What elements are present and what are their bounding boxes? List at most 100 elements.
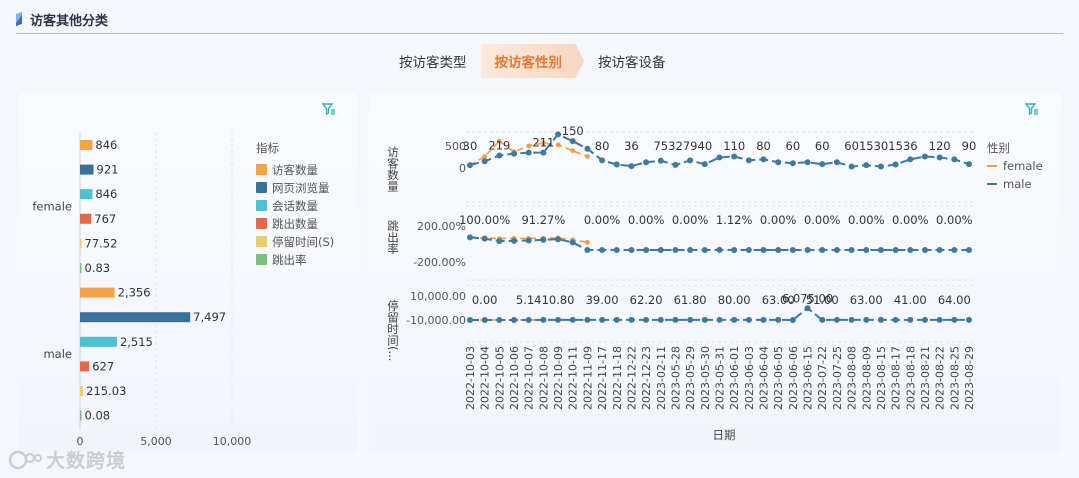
male-point — [643, 247, 650, 253]
female-point — [496, 138, 502, 144]
y-tick-label: 0 — [459, 162, 466, 175]
male-point — [789, 247, 796, 253]
male-point — [540, 149, 547, 156]
x-tick-label: 2023-05-31 — [714, 346, 727, 410]
filter-icon[interactable] — [322, 102, 336, 116]
data-label: 0.00 — [472, 293, 498, 307]
bar — [80, 238, 82, 249]
tab-visitor-type[interactable]: 按访客类型 — [399, 55, 467, 71]
male-point — [540, 236, 547, 243]
male-point — [775, 159, 782, 166]
male-point — [613, 247, 620, 253]
legend-label: 跳出数量 — [272, 217, 318, 231]
data-label: 15 — [859, 139, 874, 153]
x-tick-label: 2023-06-01 — [728, 346, 741, 410]
bar-value-label: 767 — [94, 212, 116, 226]
male-point — [731, 247, 738, 253]
bar-chart-panel: 0 5,000 10,000 846 921 846 767 77.52 0.83 female 2… — [18, 92, 358, 452]
x-tick-label: 2023-05-29 — [684, 346, 697, 410]
male-point — [599, 157, 606, 164]
data-label: 61.80 — [674, 293, 707, 307]
tab-visitor-device[interactable]: 按访客设备 — [598, 55, 666, 71]
male-point — [716, 154, 723, 161]
male-point — [481, 235, 488, 242]
x-tick-label: 2023-06-04 — [758, 346, 771, 410]
male-point — [951, 247, 958, 253]
male-point — [716, 316, 723, 323]
male-point — [892, 161, 899, 168]
bar — [80, 164, 94, 175]
female-point — [482, 154, 488, 159]
legend-label: 会话数量 — [272, 199, 318, 213]
data-label: 36 — [624, 139, 639, 153]
male-point — [819, 316, 826, 323]
data-label: 120 — [929, 139, 951, 153]
x-tick-label: 2023-08-22 — [934, 346, 947, 410]
male-point — [701, 316, 708, 323]
male-point — [511, 150, 518, 157]
tab-visitor-gender[interactable]: 按访客性别 — [480, 44, 584, 78]
data-label: 32 — [668, 139, 683, 153]
x-tick-label: 2023-06-05 — [772, 346, 785, 410]
title-divider — [16, 33, 1063, 34]
male-point — [804, 247, 811, 253]
data-label: 39.00 — [586, 293, 619, 307]
male-point — [481, 316, 488, 323]
line-chart: 访客数量 500 0 30 219 211 150 80 36 75 32 79 40 110 80 60 60… — [386, 124, 1043, 442]
x-tick-label: 2023-07-22 — [816, 346, 829, 410]
bar — [80, 213, 92, 224]
data-label: 40 — [698, 139, 713, 153]
male-point — [657, 157, 664, 164]
y-tick-label: -200.00% — [413, 256, 466, 269]
male-point — [760, 316, 767, 323]
x-tick-label: 2023-05-28 — [669, 346, 682, 410]
bar — [80, 312, 191, 323]
male-point — [863, 162, 870, 169]
male-point — [863, 247, 870, 253]
legend-label: female — [1003, 159, 1043, 173]
male-point — [525, 237, 532, 244]
legend-label: 网页浏览量 — [272, 181, 330, 195]
data-label: 62.20 — [630, 293, 663, 307]
legend-swatch — [256, 164, 267, 175]
male-point — [877, 247, 884, 253]
bar-value-label: 921 — [97, 163, 119, 177]
x-tick-label: 0 — [77, 435, 84, 448]
filter-icon[interactable] — [1025, 102, 1039, 116]
title-mark-icon — [16, 11, 22, 27]
y-tick-label: 10,000.00 — [410, 290, 466, 303]
data-label: 0.00% — [584, 213, 621, 227]
male-point — [657, 316, 664, 323]
bar — [80, 263, 82, 273]
male-point — [496, 152, 503, 159]
data-label: 60 — [786, 139, 801, 153]
x-tick-label: 2022-10-07 — [523, 346, 536, 410]
male-point — [687, 157, 694, 164]
data-label: 0.00% — [760, 213, 797, 227]
bar-value-label: 2,515 — [120, 335, 153, 349]
data-label: 0.00% — [628, 213, 665, 227]
male-point — [584, 247, 591, 253]
legend-swatch — [256, 236, 267, 247]
male-point — [936, 154, 943, 161]
male-point — [966, 161, 972, 168]
x-tick-label: 2023-06-06 — [787, 346, 800, 410]
data-label: 0.00% — [848, 213, 885, 227]
legend-swatch — [256, 182, 267, 193]
x-tick-label: 2022-10-06 — [508, 346, 521, 410]
male-point — [731, 316, 738, 323]
legend-label: male — [1003, 177, 1032, 191]
x-tick-label: 2022-12-23 — [640, 346, 653, 410]
x-tick-label: 2023-08-21 — [919, 346, 932, 410]
male-point — [555, 316, 562, 323]
data-label: 30 — [874, 139, 889, 153]
x-tick-label: 2022-11-17 — [596, 346, 609, 410]
male-point — [584, 316, 591, 323]
bar-value-label: 846 — [95, 187, 117, 201]
x-tick-label: 2023-08-18 — [904, 346, 917, 410]
data-label: 100.00% — [459, 213, 510, 227]
legend-label: 访客数量 — [272, 163, 318, 177]
male-point — [745, 247, 752, 253]
male-point — [907, 316, 914, 323]
data-label: 80 — [756, 139, 771, 153]
